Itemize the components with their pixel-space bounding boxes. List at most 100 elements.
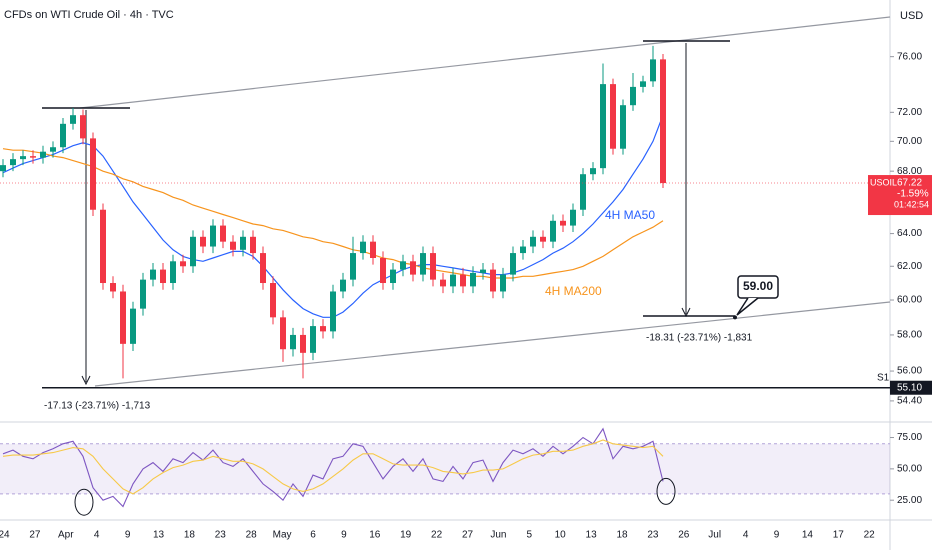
candle-body [450, 274, 456, 287]
rsi-line [2, 439, 664, 495]
x-tick-label: 16 [369, 530, 381, 541]
y-tick-label: 64.00 [897, 228, 922, 239]
candle-body [100, 209, 106, 284]
candle-body [200, 236, 206, 247]
moving-average [2, 148, 664, 279]
candle-body [570, 209, 576, 226]
candle-body [600, 84, 606, 169]
candle-body [10, 159, 16, 166]
candle-body [130, 308, 136, 344]
x-tick-label: 14 [802, 530, 814, 541]
x-tick-label: 10 [555, 530, 567, 541]
candle-body [40, 151, 46, 158]
candle-body [620, 105, 626, 149]
rsi-tick-label: 25.00 [897, 495, 922, 506]
candle-body [170, 261, 176, 284]
candle-body [350, 253, 356, 280]
candle-body [310, 326, 316, 353]
y-tick-label: 68.00 [897, 166, 922, 177]
x-tick-label: May [273, 530, 292, 541]
candle-body [580, 174, 586, 210]
target-label: 59.00 [743, 279, 773, 293]
candle-body [640, 81, 646, 87]
candle-body [320, 326, 326, 332]
candle-body [190, 236, 196, 267]
price-tag-change: -1.59% [897, 189, 929, 200]
x-tick-label: 13 [153, 530, 165, 541]
x-tick-label: 6 [310, 530, 316, 541]
ma-label: 4H MA200 [545, 284, 602, 298]
candle-body [290, 334, 296, 350]
candle-body [0, 165, 6, 172]
x-tick-label: 4 [94, 530, 100, 541]
x-tick-label: Jun [490, 530, 506, 541]
x-tick-label: 9 [125, 530, 131, 541]
x-tick-label: 19 [400, 530, 412, 541]
candle-body [120, 291, 126, 344]
candle-body [530, 236, 536, 247]
channel-bottom [94, 301, 891, 387]
x-tick-label: 23 [647, 530, 659, 541]
candle-body [70, 115, 76, 124]
candle-body [260, 253, 266, 284]
candle-body [340, 279, 346, 292]
x-tick-label: 18 [184, 530, 196, 541]
y-tick-label: 70.00 [897, 136, 922, 147]
chart-title: CFDs on WTI Crude Oil · 4h · TVC [4, 9, 174, 21]
support-value: 55.10 [897, 382, 922, 393]
x-tick-label: 4 [743, 530, 749, 541]
candle-body [410, 261, 416, 275]
candle-body [220, 225, 226, 242]
x-tick-label: 13 [586, 530, 598, 541]
candle-body [330, 291, 336, 332]
candle-body [630, 86, 636, 106]
currency: USD [900, 10, 923, 22]
x-tick-label: 27 [462, 530, 474, 541]
rsi-band [0, 443, 890, 494]
y-tick-label: 76.00 [897, 51, 922, 62]
rsi-circle [656, 477, 676, 505]
candle-body [520, 246, 526, 254]
y-tick-label: 60.00 [897, 295, 922, 306]
candle-body [500, 274, 506, 292]
candle-body [440, 279, 446, 287]
rsi-tick-label: 50.00 [897, 464, 922, 475]
x-tick-label: 5 [527, 530, 533, 541]
candle-body [480, 269, 486, 273]
measure-label: -17.13 (-23.71%) -1,713 [44, 401, 151, 412]
candle-body [300, 334, 306, 353]
candle-body [210, 225, 216, 247]
x-tick-label: 22 [431, 530, 443, 541]
x-tick-label: 23 [215, 530, 227, 541]
y-tick-label: 56.00 [897, 366, 922, 377]
candle-body [250, 236, 256, 254]
x-tick-label: 18 [616, 530, 628, 541]
price-tag-symbol: USOIL [870, 177, 897, 187]
candle-body [490, 269, 496, 292]
candle-body [590, 168, 596, 175]
candle-body [560, 220, 566, 226]
candle-body [80, 115, 86, 139]
x-tick-label: 22 [864, 530, 876, 541]
target-point [733, 315, 737, 320]
candle-body [110, 283, 116, 292]
price-tag-countdown: 01:42:54 [894, 199, 929, 209]
candle-body [160, 269, 166, 284]
candle-body [380, 257, 386, 284]
x-tick-label: 28 [246, 530, 258, 541]
ma-label: 4H MA50 [605, 208, 655, 222]
x-tick-label: 24 [0, 530, 10, 541]
support-tag [890, 380, 932, 395]
channel-top [79, 16, 891, 109]
price-tag [868, 175, 932, 216]
candle-body [180, 261, 186, 267]
candle-body [420, 253, 426, 275]
price-tag-value: 67.22 [897, 178, 922, 189]
candle-body [430, 253, 436, 280]
candle-body [610, 84, 616, 149]
candle-body [20, 156, 26, 160]
candle-body [400, 261, 406, 270]
candle-body [360, 241, 366, 254]
candle-body [240, 236, 246, 250]
